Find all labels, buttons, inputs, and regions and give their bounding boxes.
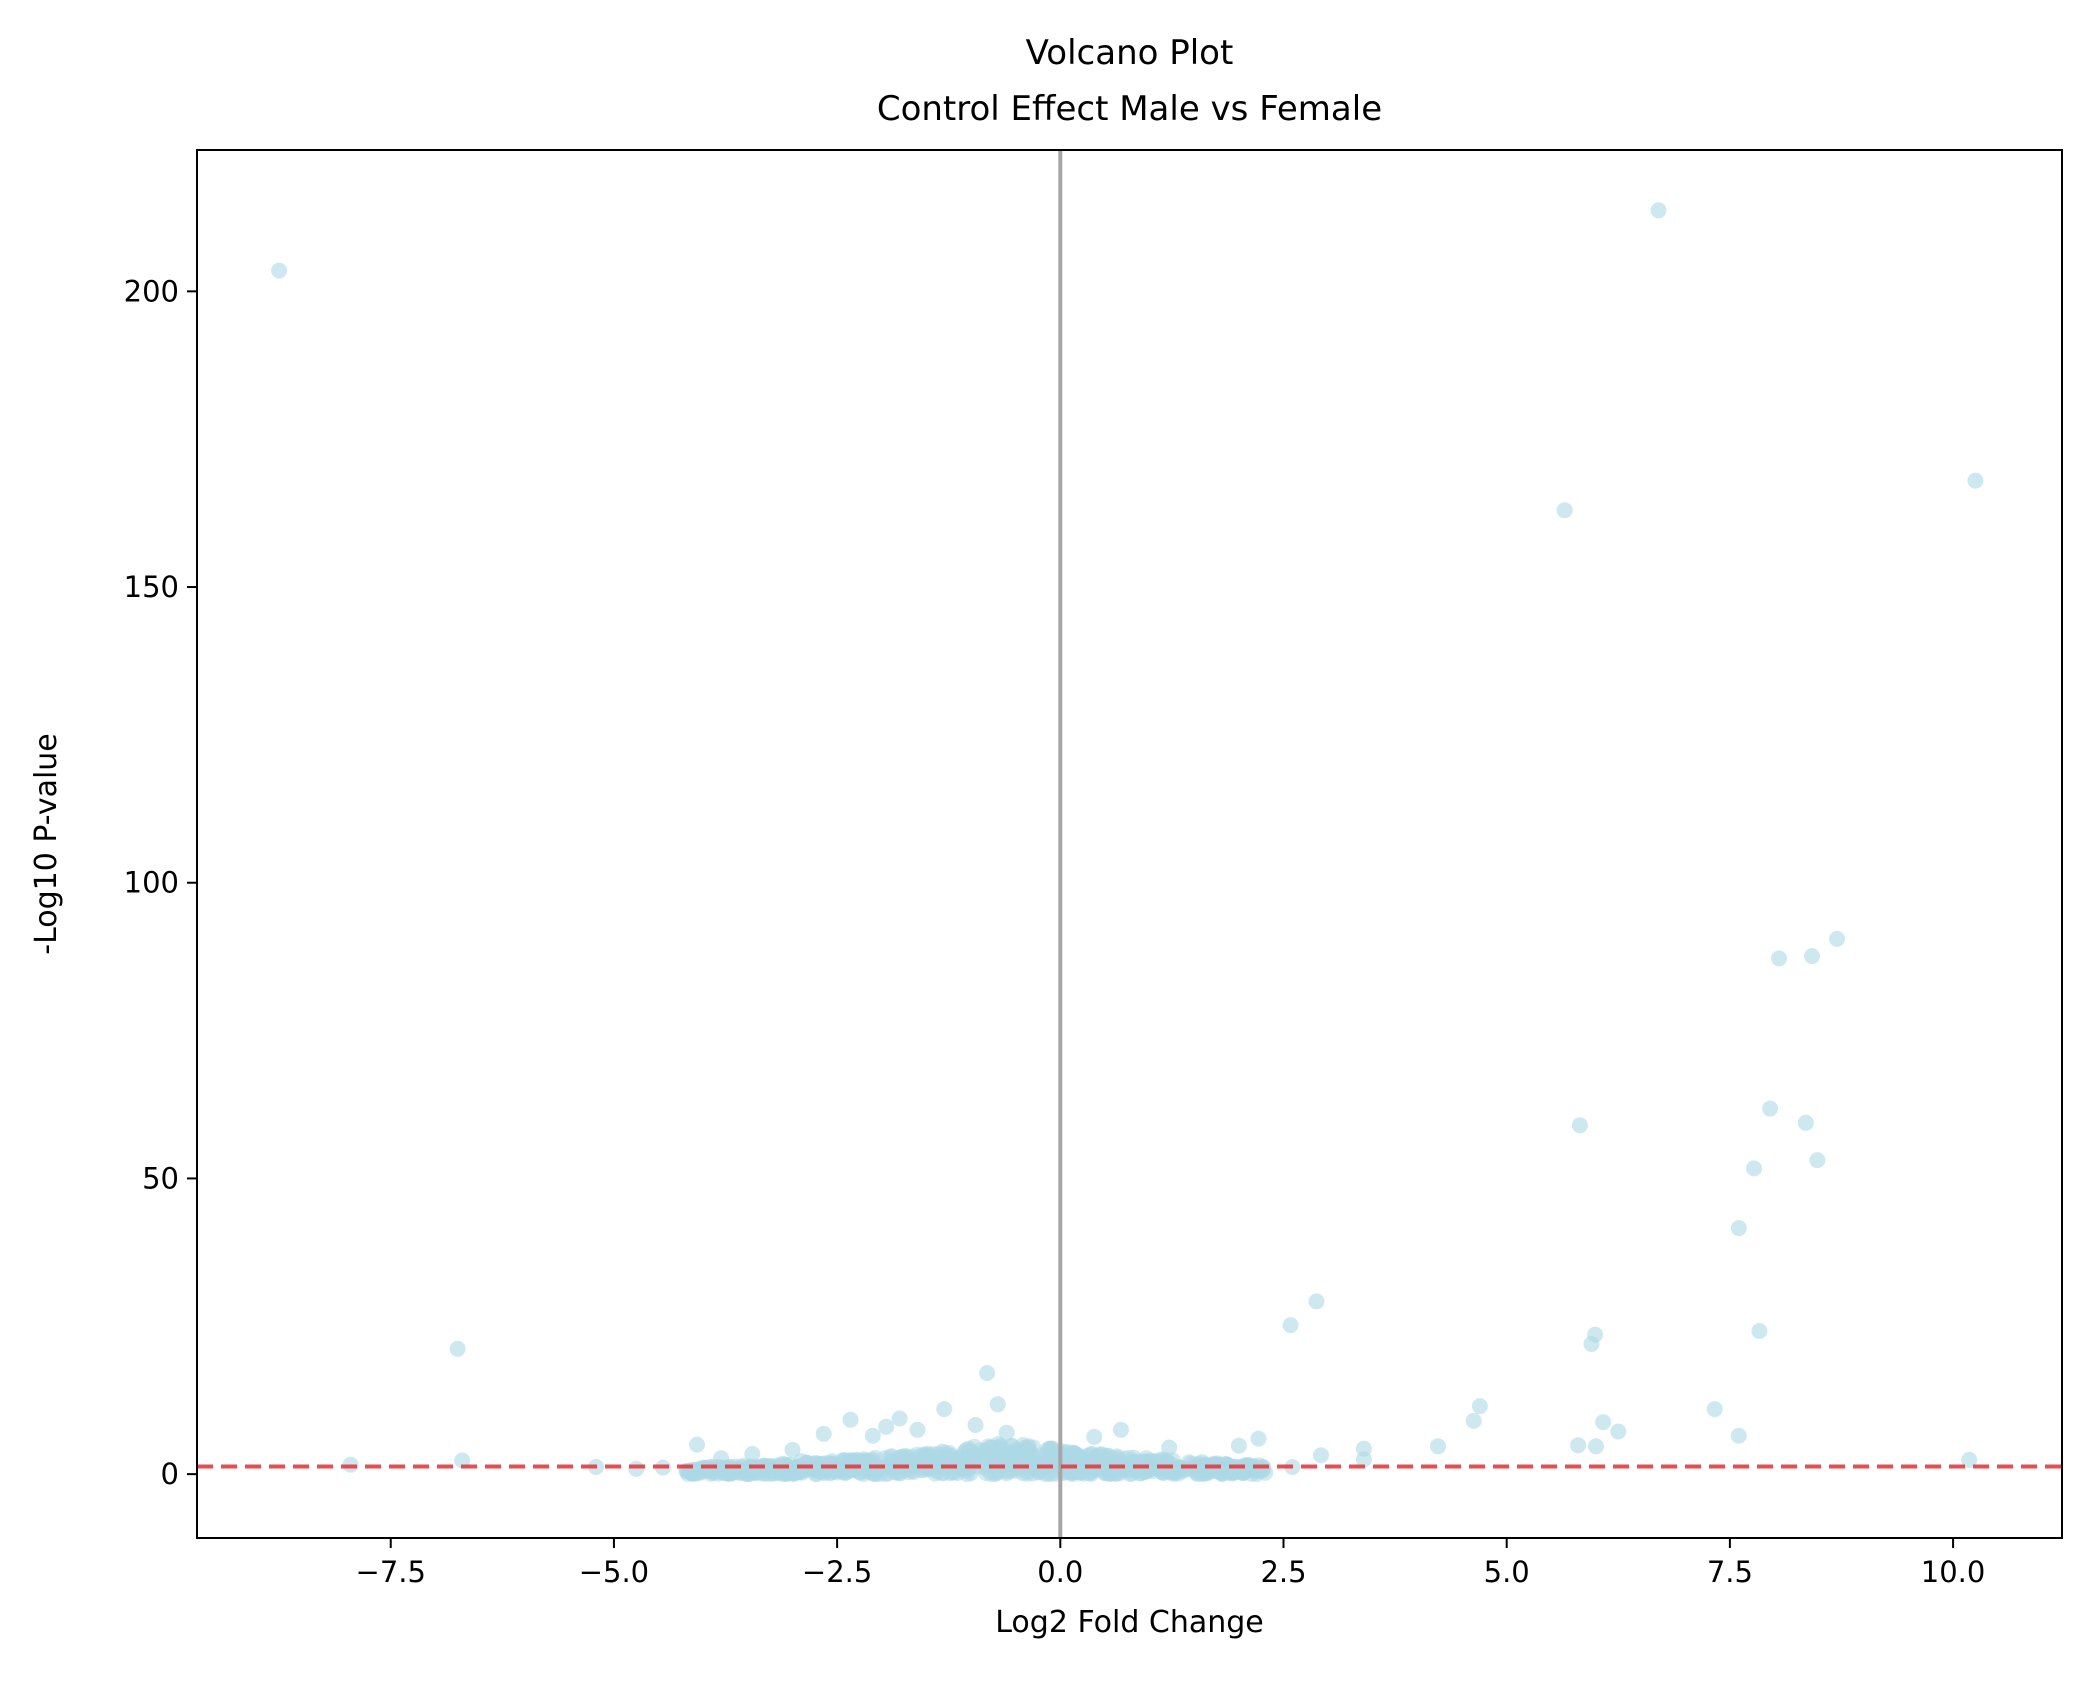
x-tick-label: 7.5 (1707, 1555, 1753, 1589)
data-point (1583, 1336, 1600, 1352)
cluster-point (1190, 1455, 1207, 1472)
y-axis-label: -Log10 P-value (29, 733, 64, 955)
data-point (1730, 1427, 1747, 1444)
data-point (1797, 1114, 1814, 1131)
x-tick-label: −2.5 (802, 1555, 872, 1589)
data-point (1751, 1323, 1768, 1339)
x-tick-label: 10.0 (1921, 1555, 1986, 1589)
cluster-point (1019, 1465, 1036, 1482)
x-tick-label: −7.5 (356, 1555, 426, 1589)
data-point (1746, 1160, 1762, 1177)
data-point (713, 1450, 730, 1467)
data-point (1804, 948, 1820, 965)
data-point (1086, 1428, 1103, 1445)
y-tick-label: 150 (124, 570, 179, 604)
y-tick-label: 100 (124, 866, 179, 900)
chart-subtitle: Control Effect Male vs Female (877, 89, 1382, 129)
data-point (449, 1340, 466, 1357)
data-point (864, 1427, 881, 1444)
data-point (967, 1417, 984, 1433)
x-tick-label: −5.0 (579, 1555, 649, 1589)
data-point (1430, 1438, 1446, 1455)
data-point (936, 1401, 953, 1418)
cluster-point (1099, 1447, 1115, 1464)
data-point (1961, 1451, 1978, 1468)
x-tick-label: 5.0 (1484, 1555, 1530, 1589)
data-point (842, 1411, 859, 1428)
data-point (1650, 202, 1667, 219)
data-point (784, 1441, 801, 1458)
data-point (891, 1410, 908, 1427)
data-point (1313, 1447, 1329, 1464)
data-point (878, 1418, 895, 1435)
data-point (1595, 1414, 1612, 1431)
y-tick-label: 200 (124, 274, 179, 308)
data-point (1570, 1437, 1587, 1454)
cluster-point (936, 1445, 953, 1462)
cluster-point (1020, 1445, 1037, 1462)
data-point (1250, 1430, 1267, 1447)
data-point (744, 1446, 761, 1462)
data-point (1610, 1423, 1627, 1440)
data-point (1113, 1421, 1129, 1438)
cluster-point (1032, 1461, 1049, 1478)
data-point (1730, 1220, 1747, 1237)
data-point (1230, 1437, 1247, 1454)
data-point (1161, 1439, 1178, 1456)
cluster-point (928, 1458, 944, 1475)
data-point (1771, 950, 1787, 967)
data-point (628, 1460, 645, 1477)
data-point (1571, 1117, 1588, 1134)
cluster-point (1151, 1461, 1168, 1478)
data-point (689, 1436, 705, 1453)
data-point (1588, 1438, 1604, 1455)
x-axis-ticks: −7.5 −5.0 −2.5 0.0 2.5 5.0 7.5 10.0 (356, 1538, 1986, 1589)
reference-lines (197, 150, 2062, 1538)
data-point (989, 1396, 1006, 1413)
cluster-point (961, 1442, 978, 1459)
data-point (1706, 1401, 1723, 1418)
y-tick-label: 50 (142, 1161, 179, 1195)
data-point (979, 1365, 996, 1381)
data-point (815, 1425, 832, 1442)
data-point (1282, 1317, 1299, 1334)
data-point (1809, 1152, 1826, 1169)
cluster-point (952, 1458, 969, 1475)
data-point (1465, 1412, 1482, 1429)
cluster-point (1217, 1456, 1234, 1472)
x-axis-label: Log2 Fold Change (995, 1605, 1264, 1640)
y-axis-ticks: 0 50 100 150 200 (124, 274, 197, 1491)
cluster-point (1165, 1459, 1182, 1476)
data-point (1355, 1451, 1372, 1468)
x-tick-label: 2.5 (1260, 1555, 1306, 1589)
data-point (1308, 1293, 1325, 1310)
cluster-point (999, 1448, 1016, 1465)
cluster-point (807, 1461, 824, 1478)
data-point (271, 262, 288, 279)
data-point (1829, 930, 1845, 947)
data-point (909, 1421, 926, 1438)
plot-frame (196, 149, 2063, 1539)
cluster-point (890, 1465, 907, 1482)
data-point (1967, 472, 1984, 489)
cluster-point (984, 1455, 1001, 1472)
data-point (1556, 502, 1573, 519)
data-point (1471, 1398, 1488, 1415)
y-tick-label: 0 (161, 1457, 179, 1491)
cluster-point (1122, 1465, 1139, 1482)
data-point (998, 1424, 1015, 1441)
x-tick-label: 0.0 (1037, 1555, 1083, 1589)
cluster-point (897, 1447, 914, 1464)
cluster-point (1069, 1448, 1086, 1465)
chart-title: Volcano Plot (1026, 33, 1234, 73)
data-point (1762, 1100, 1779, 1117)
